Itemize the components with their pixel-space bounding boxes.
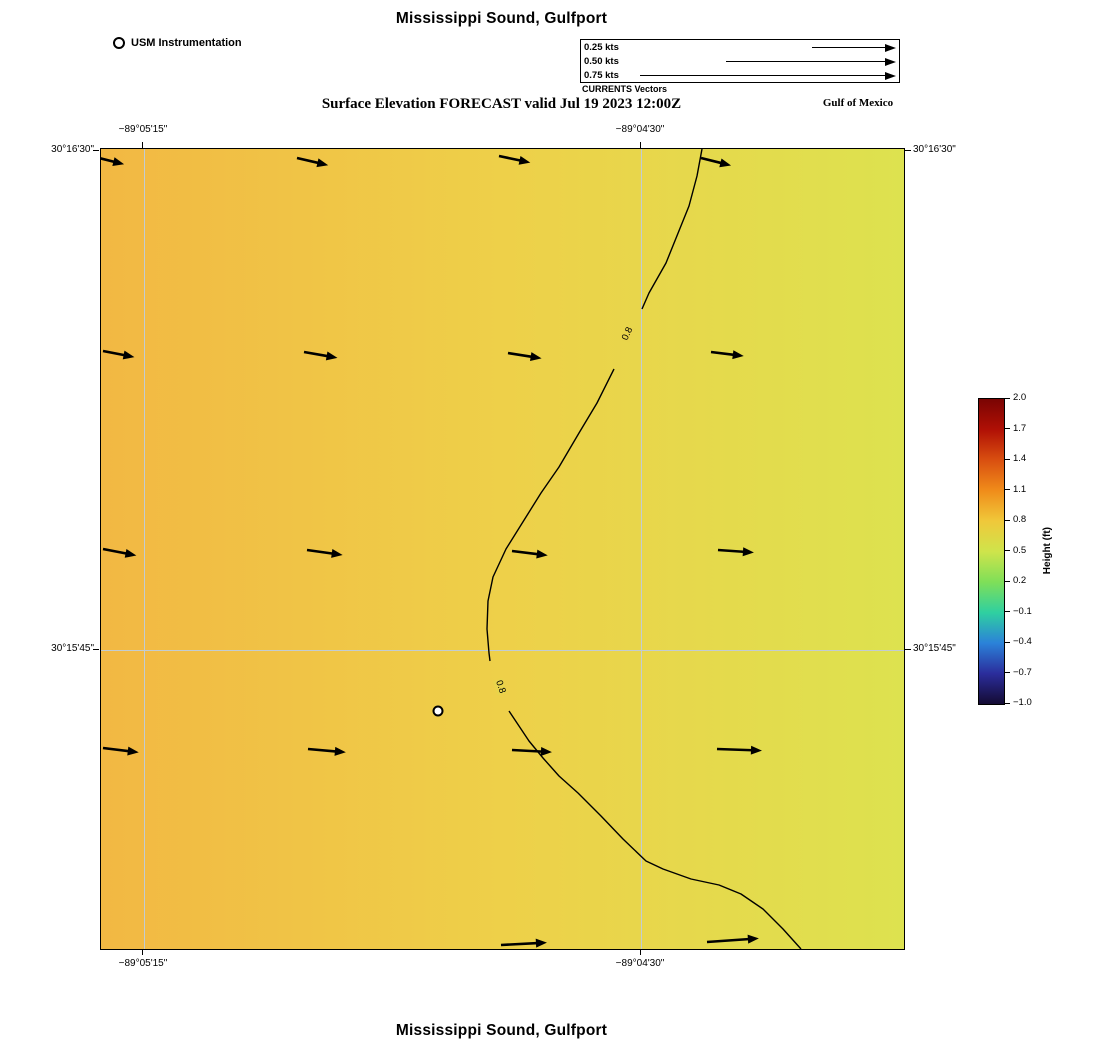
colorbar-tick bbox=[1005, 428, 1010, 429]
colorbar-tick-label: 2.0 bbox=[1013, 392, 1027, 403]
vector-legend-line bbox=[726, 61, 886, 63]
elevation-contour-line bbox=[486, 368, 615, 662]
elevation-contour-line bbox=[508, 710, 802, 949]
currents-vectors-caption: CURRENTS Vectors bbox=[582, 84, 668, 94]
colorbar-tick bbox=[1005, 580, 1010, 582]
y-axis-label-right: 30°15'45" bbox=[913, 643, 956, 655]
colorbar-tick bbox=[1005, 702, 1010, 704]
instrumentation-legend: USM Instrumentation bbox=[113, 37, 242, 49]
current-vector-arrow bbox=[307, 746, 346, 756]
x-axis-label-top: −89°04'30" bbox=[615, 124, 665, 135]
vector-legend-row: 0.50 kts bbox=[581, 55, 899, 68]
station-marker bbox=[432, 705, 444, 717]
colorbar-tick-label: 0.5 bbox=[1013, 544, 1027, 556]
current-vector-arrow bbox=[716, 745, 762, 755]
instrumentation-legend-label: USM Instrumentation bbox=[131, 37, 242, 49]
y-axis-tick bbox=[905, 648, 911, 650]
current-vector-arrow bbox=[498, 154, 531, 165]
current-vector-arrow bbox=[511, 549, 548, 559]
colorbar-tick bbox=[1005, 550, 1010, 551]
station-circle-icon bbox=[113, 37, 125, 49]
y-axis-tick bbox=[93, 149, 99, 151]
colorbar-tick-label: 0.2 bbox=[1013, 575, 1027, 586]
meridian-gridline bbox=[641, 149, 643, 949]
vector-legend-line bbox=[640, 75, 886, 77]
x-axis-tick bbox=[142, 949, 144, 955]
vector-legend-label: 0.25 kts bbox=[584, 42, 619, 53]
y-axis-tick bbox=[93, 648, 99, 650]
current-vector-arrow bbox=[500, 938, 547, 948]
colorbar-tick-label: −0.4 bbox=[1013, 636, 1032, 647]
current-vector-scale-legend: 0.25 kts 0.50 kts 0.75 kts bbox=[580, 39, 900, 83]
x-axis-tick bbox=[639, 142, 641, 148]
colorbar-tick-label: −0.1 bbox=[1013, 605, 1032, 617]
x-axis-label-bottom: −89°04'30" bbox=[615, 958, 665, 969]
current-vector-arrow bbox=[700, 156, 732, 168]
vector-legend-row: 0.25 kts bbox=[581, 41, 899, 54]
vector-arrowhead-icon bbox=[885, 57, 896, 66]
colorbar-tick-label: 1.4 bbox=[1013, 453, 1027, 464]
current-vector-arrow bbox=[101, 155, 125, 166]
colorbar-tick bbox=[1005, 519, 1010, 521]
colorbar-tick bbox=[1005, 641, 1010, 643]
vector-legend-row: 0.75 kts bbox=[581, 69, 899, 82]
colorbar-axis-label-text: Height (ft) bbox=[1041, 526, 1053, 575]
current-vector-arrow bbox=[102, 547, 137, 558]
vector-legend-line bbox=[812, 47, 886, 49]
vector-legend-label: 0.50 kts bbox=[584, 56, 619, 67]
y-axis-label-left: 30°15'45" bbox=[51, 643, 94, 655]
current-vector-arrow bbox=[717, 547, 754, 557]
y-axis-label-left: 30°16'30" bbox=[51, 144, 94, 156]
forecast-valid-subtitle: Surface Elevation FORECAST valid Jul 19 … bbox=[321, 96, 682, 112]
colorbar-tick-label: 1.1 bbox=[1013, 483, 1027, 495]
current-vector-arrow bbox=[296, 156, 329, 168]
x-axis-label-bottom: −89°05'15" bbox=[118, 958, 168, 969]
parallel-gridline bbox=[101, 650, 904, 652]
current-vector-arrow bbox=[511, 747, 552, 757]
colorbar-tick-label: 0.8 bbox=[1013, 514, 1027, 525]
elevation-contour-line bbox=[641, 149, 703, 310]
colorbar-tick-label: −1.0 bbox=[1013, 697, 1032, 708]
bottom-title: Mississippi Sound, Gulfport bbox=[395, 1022, 608, 1039]
current-vector-arrow bbox=[303, 350, 338, 361]
x-axis-label-top: −89°05'15" bbox=[118, 124, 168, 135]
colorbar-tick bbox=[1005, 489, 1010, 490]
current-vector-arrow bbox=[102, 746, 139, 756]
page-title: Mississippi Sound, Gulfport bbox=[395, 10, 608, 27]
gulf-of-mexico-label: Gulf of Mexico bbox=[822, 97, 894, 109]
colorbar-tick-label: −0.7 bbox=[1013, 666, 1032, 678]
colorbar-tick-label: 1.7 bbox=[1013, 422, 1027, 434]
vector-arrowhead-icon bbox=[885, 71, 896, 80]
y-axis-label-right: 30°16'30" bbox=[913, 144, 956, 156]
colorbar-tick bbox=[1005, 672, 1010, 673]
current-vector-arrow bbox=[507, 351, 542, 362]
vectors-and-contour-layer bbox=[101, 149, 802, 949]
x-axis-tick bbox=[142, 142, 144, 148]
y-axis-tick bbox=[905, 149, 911, 151]
vector-legend-label: 0.75 kts bbox=[584, 70, 619, 81]
current-vector-arrow bbox=[306, 548, 343, 558]
current-vector-arrow bbox=[710, 350, 744, 360]
current-vector-arrow bbox=[102, 349, 135, 360]
colorbar-tick bbox=[1005, 611, 1010, 612]
x-axis-tick bbox=[639, 949, 641, 955]
colorbar-axis-label: Height (ft) bbox=[1038, 398, 1056, 703]
colorbar bbox=[978, 398, 1005, 705]
current-vector-arrow bbox=[706, 934, 759, 944]
colorbar-tick bbox=[1005, 397, 1010, 399]
map-plot-area: 0.8 0.8 bbox=[100, 148, 905, 950]
meridian-gridline bbox=[143, 149, 145, 949]
vector-arrowhead-icon bbox=[885, 43, 896, 52]
colorbar-tick bbox=[1005, 458, 1010, 460]
